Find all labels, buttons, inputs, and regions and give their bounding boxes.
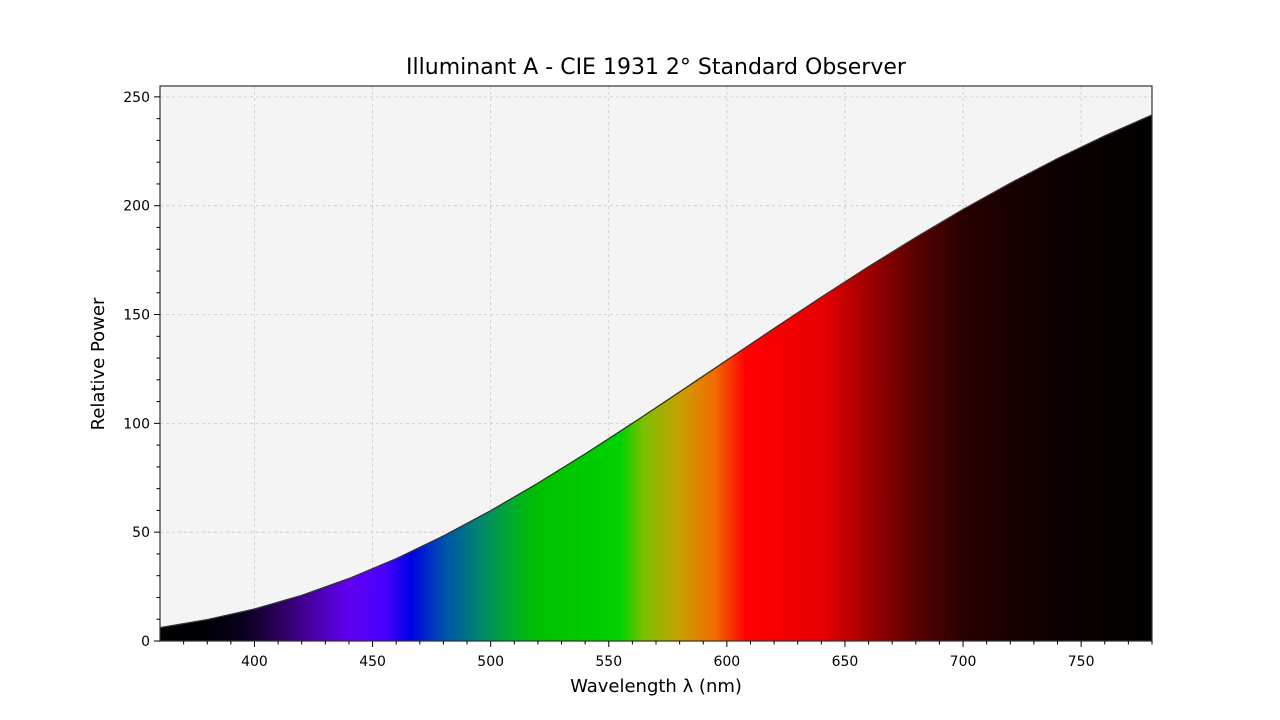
y-tick-label: 100 <box>123 416 150 432</box>
x-tick-label: 650 <box>832 654 859 670</box>
x-tick-label: 600 <box>713 654 740 670</box>
x-tick-label: 550 <box>595 654 622 670</box>
spectrum-fill-area <box>160 114 1152 641</box>
y-tick-label: 0 <box>141 634 150 650</box>
x-tick-label: 700 <box>950 654 977 670</box>
y-axis: 0 50 100 150 200 250 <box>123 90 160 650</box>
y-tick-label: 250 <box>123 90 150 106</box>
y-tick-label: 150 <box>123 308 150 324</box>
x-axis-label: Wavelength λ (nm) <box>570 676 742 697</box>
chart-title: Illuminant A - CIE 1931 2° Standard Obse… <box>406 55 907 80</box>
x-tick-label: 500 <box>477 654 504 670</box>
series-line <box>159 114 1153 629</box>
x-tick-label: 450 <box>359 654 386 670</box>
x-tick-label: 400 <box>241 654 268 670</box>
x-axis: 400 450 500 550 600 650 700 750 <box>183 641 1153 670</box>
y-tick-label: 200 <box>123 199 150 215</box>
y-tick-label: 50 <box>132 525 150 541</box>
y-axis-label: Relative Power <box>88 297 109 430</box>
x-tick-label: 750 <box>1068 654 1095 670</box>
